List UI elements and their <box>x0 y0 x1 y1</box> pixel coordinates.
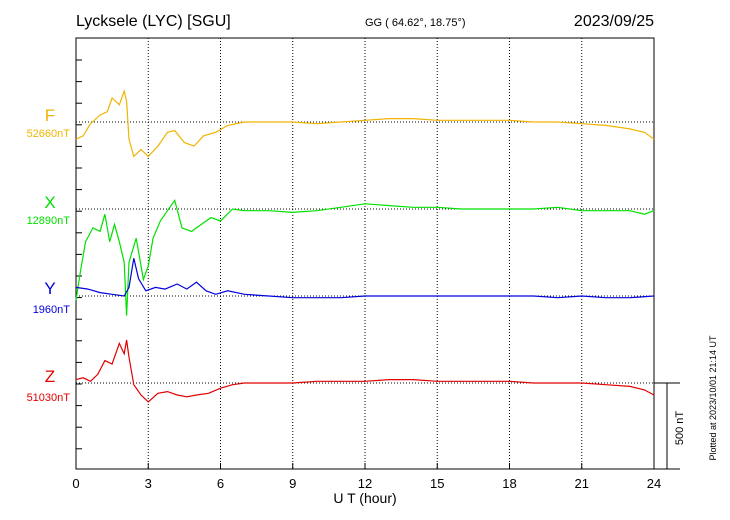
date-label: 2023/09/25 <box>574 13 654 30</box>
series-group <box>75 88 655 403</box>
x-tick-label: 12 <box>358 476 372 491</box>
grid-lines <box>76 38 654 469</box>
x-tick-label: 24 <box>647 476 661 491</box>
series-line-z <box>75 339 655 403</box>
x-axis-label: U T (hour) <box>333 490 396 506</box>
series-line-y <box>75 258 655 299</box>
series-labels: F 52660nT X 12890nT Y 1960nT Z 51030nT <box>27 106 71 404</box>
series-name-f: F <box>45 106 55 125</box>
coordinates: GG ( 64.62°, 18.75°) <box>365 17 466 29</box>
y-ticks <box>76 59 82 450</box>
series-baseline-z: 51030nT <box>27 392 71 404</box>
series-name-x: X <box>44 193 55 212</box>
series-baseline-f: 52660nT <box>27 128 71 140</box>
x-tick-label: 21 <box>575 476 589 491</box>
x-tick-label: 15 <box>430 476 444 491</box>
x-tick-label: 6 <box>217 476 224 491</box>
station-title: Lycksele (LYC) [SGU] <box>76 13 231 30</box>
x-tick-label: 9 <box>289 476 296 491</box>
scale-bar-label: 500 nT <box>674 411 686 446</box>
x-tick-label: 3 <box>145 476 152 491</box>
x-ticks: 0 3 6 9 12 15 18 21 24 <box>72 463 661 491</box>
series-baseline-x: 12890nT <box>27 215 71 227</box>
series-name-y: Y <box>44 279 55 298</box>
plotted-note: Plotted at 2023/10/01 21:14 UT <box>708 335 718 461</box>
series-baseline-y: 1960nT <box>33 304 71 316</box>
series-line-f <box>75 88 655 158</box>
x-tick-label: 0 <box>72 476 79 491</box>
scale-bar: 500 nT <box>654 382 686 470</box>
series-name-z: Z <box>45 367 55 386</box>
x-tick-label: 18 <box>502 476 516 491</box>
series-line-x <box>75 198 655 316</box>
